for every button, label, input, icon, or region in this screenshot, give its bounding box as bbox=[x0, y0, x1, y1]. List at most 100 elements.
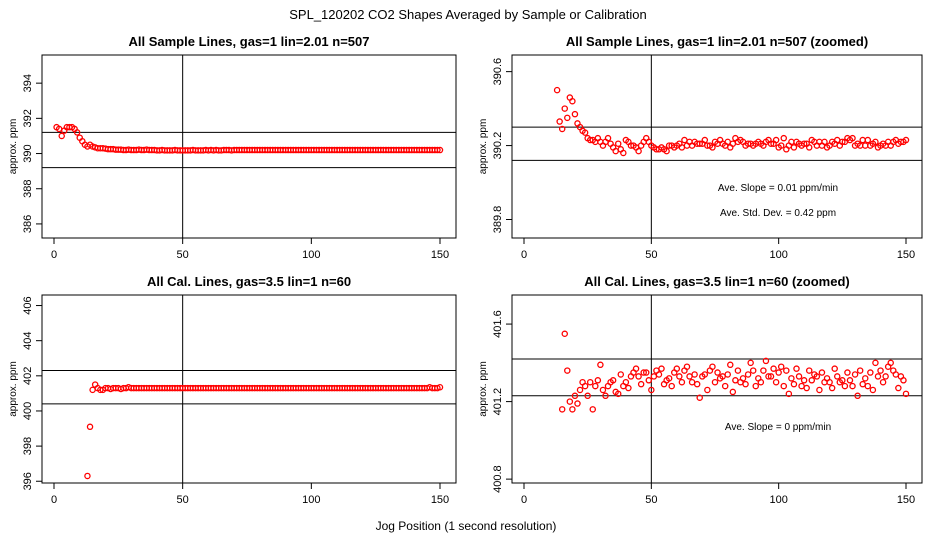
data-point bbox=[788, 375, 795, 382]
data-point bbox=[586, 378, 594, 386]
y-tick-label: 401.2 bbox=[492, 388, 504, 416]
data-point bbox=[614, 390, 622, 398]
data-point bbox=[729, 388, 737, 396]
data-point bbox=[693, 380, 701, 388]
data-point bbox=[839, 138, 846, 146]
data-point bbox=[681, 136, 688, 144]
data-point bbox=[637, 380, 645, 388]
data-point bbox=[724, 371, 731, 378]
data-point bbox=[553, 86, 561, 94]
y-tick-label: 386 bbox=[22, 215, 34, 233]
y-axis-label: approx. ppm bbox=[8, 119, 19, 175]
data-point bbox=[721, 382, 729, 390]
data-point bbox=[762, 357, 770, 365]
x-tick-label: 100 bbox=[302, 494, 320, 506]
data-point bbox=[645, 377, 653, 384]
data-point bbox=[584, 392, 591, 400]
data-point bbox=[864, 136, 872, 144]
data-point bbox=[564, 114, 571, 122]
data-point bbox=[704, 386, 711, 394]
x-tick-label: 150 bbox=[897, 494, 915, 506]
data-point bbox=[683, 363, 691, 370]
data-point bbox=[676, 373, 683, 380]
x-tick-label: 100 bbox=[769, 494, 787, 506]
y-tick-label: 398 bbox=[22, 437, 34, 455]
data-point bbox=[892, 371, 900, 378]
data-point bbox=[709, 144, 716, 151]
data-point bbox=[816, 386, 823, 394]
data-point bbox=[436, 146, 444, 154]
y-tick-label: 389.8 bbox=[492, 206, 504, 234]
data-point bbox=[592, 382, 599, 390]
data-point bbox=[790, 144, 798, 151]
data-point bbox=[775, 369, 782, 376]
data-point bbox=[635, 373, 642, 380]
y-tick-label: 394 bbox=[22, 74, 34, 92]
figure-title: SPL_120202 CO2 Shapes Averaged by Sample… bbox=[289, 7, 647, 22]
y-tick-label: 390.6 bbox=[492, 58, 504, 86]
data-point bbox=[859, 136, 866, 144]
data-point bbox=[867, 369, 874, 376]
panel-title: All Sample Lines, gas=1 lin=2.01 n=507 bbox=[129, 34, 370, 49]
data-point bbox=[569, 97, 576, 105]
data-point bbox=[569, 406, 576, 413]
data-point bbox=[780, 382, 788, 390]
data-point bbox=[869, 386, 877, 394]
chart-panel-4: All Cal. Lines, gas=3.5 lin=1 n=60 (zoom… bbox=[478, 274, 923, 506]
data-point bbox=[803, 384, 810, 392]
data-point bbox=[673, 365, 681, 372]
y-tick-label: 390.2 bbox=[492, 132, 504, 160]
y-tick-label: 390 bbox=[22, 144, 34, 162]
data-point bbox=[599, 386, 607, 394]
data-point bbox=[872, 138, 879, 146]
data-point bbox=[574, 400, 581, 407]
data-point bbox=[767, 140, 775, 147]
panel-title: All Cal. Lines, gas=3.5 lin=1 n=60 bbox=[147, 274, 351, 289]
panel-annotation: Ave. Std. Dev. = 0.42 ppm bbox=[720, 208, 836, 219]
x-tick-label: 50 bbox=[645, 494, 657, 506]
data-point bbox=[805, 144, 813, 151]
data-point bbox=[772, 378, 780, 386]
data-point bbox=[665, 375, 673, 382]
y-axis-label: approx. ppm bbox=[8, 361, 19, 417]
x-tick-label: 150 bbox=[431, 494, 449, 506]
data-point bbox=[711, 378, 719, 386]
data-point bbox=[597, 361, 604, 369]
data-point bbox=[813, 373, 821, 380]
plot-frame bbox=[41, 294, 457, 484]
panel-annotation: Ave. Slope = 0 ppm/min bbox=[725, 422, 831, 433]
data-point bbox=[614, 140, 622, 147]
data-point bbox=[84, 472, 91, 480]
data-point bbox=[772, 136, 780, 144]
data-point bbox=[642, 369, 650, 376]
panel-title: All Sample Lines, gas=1 lin=2.01 n=507 (… bbox=[566, 34, 868, 49]
data-point bbox=[696, 394, 703, 401]
data-point bbox=[902, 390, 910, 398]
x-tick-label: 0 bbox=[51, 494, 57, 506]
data-point bbox=[732, 377, 739, 384]
x-tick-label: 100 bbox=[769, 249, 787, 261]
y-tick-label: 396 bbox=[22, 472, 34, 490]
data-point bbox=[872, 359, 879, 367]
data-point bbox=[887, 359, 894, 367]
data-point bbox=[833, 373, 841, 380]
data-point bbox=[558, 125, 566, 133]
data-point bbox=[780, 134, 788, 142]
data-point bbox=[808, 377, 816, 384]
data-point bbox=[744, 371, 752, 378]
data-point bbox=[854, 392, 861, 400]
data-point bbox=[688, 378, 696, 386]
data-point bbox=[571, 110, 579, 118]
data-point bbox=[434, 146, 441, 154]
data-point bbox=[777, 363, 785, 370]
x-tick-label: 50 bbox=[177, 494, 189, 506]
chart-panel-3: All Cal. Lines, gas=3.5 lin=1 n=60 approx… bbox=[8, 274, 457, 506]
data-point bbox=[757, 378, 765, 386]
y-tick-label: 402 bbox=[22, 367, 34, 385]
data-point bbox=[696, 140, 703, 147]
data-point bbox=[798, 382, 805, 390]
panel-annotation: Ave. Slope = 0.01 ppm/min bbox=[718, 183, 838, 194]
data-point bbox=[640, 369, 647, 376]
data-point bbox=[668, 382, 675, 390]
